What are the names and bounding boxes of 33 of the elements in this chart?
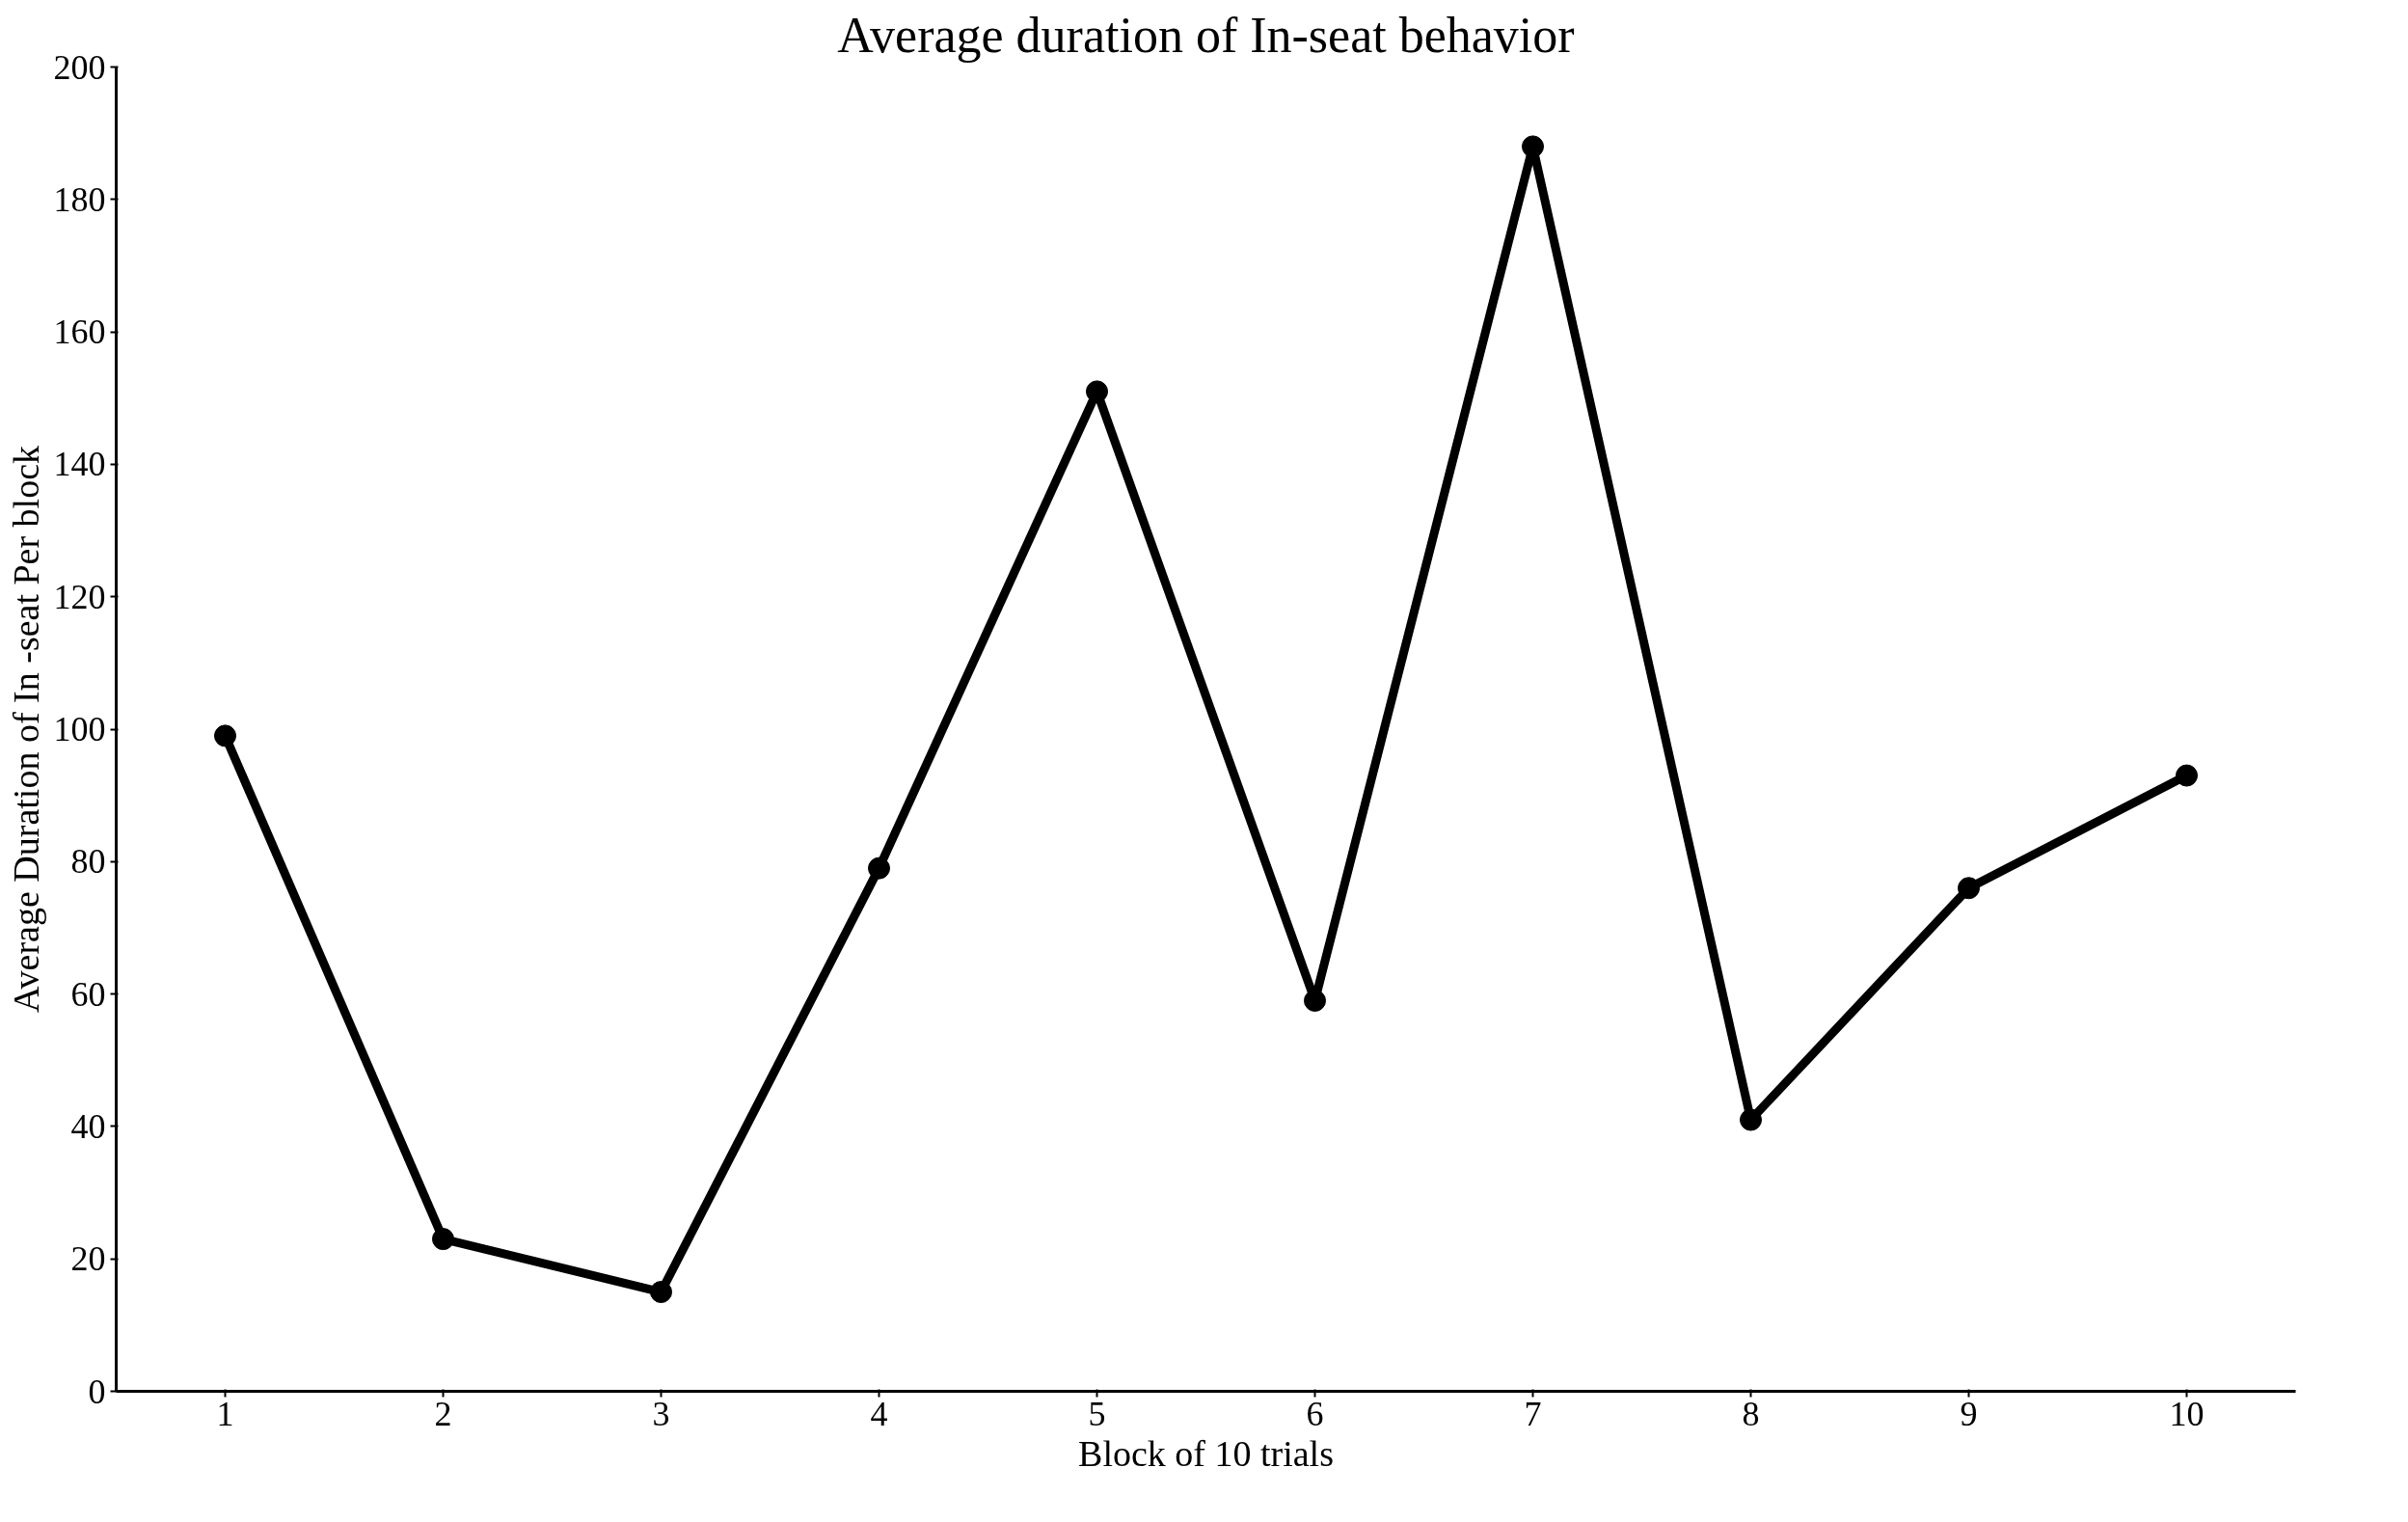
y-tick-label: 60	[70, 974, 106, 1014]
point	[1522, 135, 1544, 158]
point	[1740, 1108, 1762, 1131]
point	[214, 724, 236, 747]
point	[2176, 764, 2198, 787]
x-tick-label: 6	[1306, 1394, 1324, 1433]
chart-title: Average duration of In-seat behavior	[837, 7, 1575, 63]
y-tick-label: 100	[53, 710, 106, 748]
x-tick-label: 5	[1088, 1394, 1106, 1433]
x-tick-label: 10	[2169, 1394, 2205, 1433]
y-axis-title: Average Duration of In -seat Per block	[5, 445, 46, 1014]
x-tick-label: 8	[1742, 1394, 1760, 1433]
y-tick-label: 180	[53, 179, 106, 219]
y-tick-label: 140	[53, 445, 106, 484]
y-tick-label: 80	[70, 842, 106, 882]
point	[1304, 989, 1326, 1012]
point	[650, 1281, 672, 1303]
x-tick-label: 4	[870, 1394, 888, 1433]
point	[1958, 877, 1980, 900]
y-tick-label: 40	[70, 1106, 106, 1146]
point	[432, 1228, 454, 1251]
point	[868, 856, 890, 880]
y-tick-label: 0	[88, 1372, 106, 1411]
x-axis-title: Block of 10 trials	[1078, 1432, 1334, 1474]
y-tick-label: 160	[53, 313, 106, 352]
x-tick-label: 7	[1524, 1394, 1542, 1433]
x-tick-label: 3	[652, 1394, 670, 1433]
x-tick-label: 2	[434, 1394, 452, 1433]
y-tick-label: 120	[53, 577, 106, 616]
y-tick-label: 200	[53, 47, 106, 87]
x-tick-label: 9	[1960, 1394, 1978, 1433]
y-tick-label: 20	[70, 1239, 106, 1279]
x-tick-label: 1	[216, 1394, 234, 1433]
